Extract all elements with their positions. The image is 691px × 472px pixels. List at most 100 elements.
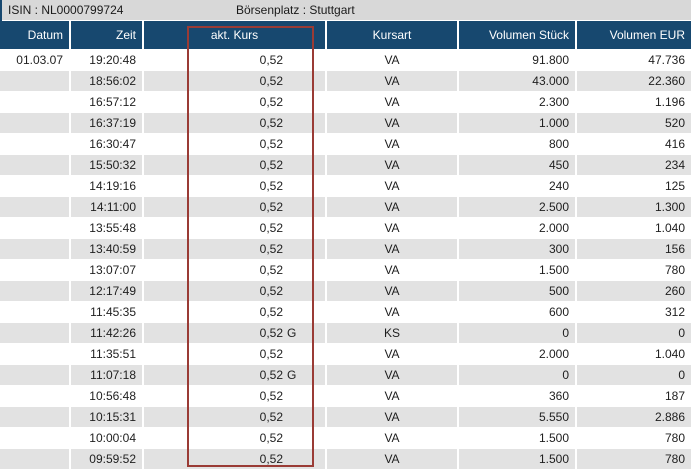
cell-akt-kurs: 0,52 xyxy=(144,50,327,71)
cell-volumen-eur: 780 xyxy=(577,260,691,281)
cell-datum xyxy=(0,260,71,281)
cell-volumen-stueck: 91.800 xyxy=(459,50,577,71)
cell-volumen-eur: 125 xyxy=(577,176,691,197)
cell-kursart: VA xyxy=(327,386,459,407)
column-header-kursart: Kursart xyxy=(327,21,459,50)
kurs-value: 0,52 xyxy=(259,263,283,277)
table-row: 11:07:18 0,52 G VA 0 0 xyxy=(0,365,691,386)
cell-volumen-stueck: 2.000 xyxy=(459,344,577,365)
cell-volumen-eur: 156 xyxy=(577,239,691,260)
table-row: 14:11:00 0,52 VA 2.500 1.300 xyxy=(0,197,691,218)
table-row: 10:56:48 0,52 VA 360 187 xyxy=(0,386,691,407)
table-row: 11:42:26 0,52 G KS 0 0 xyxy=(0,323,691,344)
cell-akt-kurs: 0,52 G xyxy=(144,323,327,344)
cell-kursart: KS xyxy=(327,323,459,344)
cell-volumen-stueck: 0 xyxy=(459,365,577,386)
table-row: 16:57:12 0,52 VA 2.300 1.196 xyxy=(0,92,691,113)
kurs-value: 0,52 xyxy=(259,137,283,151)
cell-zeit: 13:40:59 xyxy=(71,239,144,260)
cell-kursart: VA xyxy=(327,239,459,260)
cell-kursart: VA xyxy=(327,302,459,323)
cell-zeit: 11:42:26 xyxy=(71,323,144,344)
cell-kursart: VA xyxy=(327,113,459,134)
kurs-value: 0,52 xyxy=(259,305,283,319)
kurs-value: 0,52 xyxy=(259,284,283,298)
cell-kursart: VA xyxy=(327,155,459,176)
cell-datum xyxy=(0,365,71,386)
cell-datum xyxy=(0,239,71,260)
cell-volumen-stueck: 5.550 xyxy=(459,407,577,428)
cell-kursart: VA xyxy=(327,71,459,92)
cell-datum xyxy=(0,428,71,449)
cell-datum xyxy=(0,113,71,134)
cell-akt-kurs: 0,52 xyxy=(144,218,327,239)
cell-datum: 01.03.07 xyxy=(0,50,71,71)
table-row: 10:00:04 0,52 VA 1.500 780 xyxy=(0,428,691,449)
kurs-value: 0,52 xyxy=(259,389,283,403)
cell-kursart: VA xyxy=(327,50,459,71)
kurs-suffix: G xyxy=(287,326,297,340)
cell-volumen-stueck: 360 xyxy=(459,386,577,407)
cell-volumen-stueck: 43.000 xyxy=(459,71,577,92)
table-row: 09:59:52 0,52 VA 1.500 780 xyxy=(0,449,691,470)
cell-kursart: VA xyxy=(327,365,459,386)
table-row: 10:15:31 0,52 VA 5.550 2.886 xyxy=(0,407,691,428)
kurs-value: 0,52 xyxy=(259,326,283,340)
cell-zeit: 19:20:48 xyxy=(71,50,144,71)
table-row: 18:56:02 0,52 VA 43.000 22.360 xyxy=(0,71,691,92)
cell-zeit: 16:57:12 xyxy=(71,92,144,113)
cell-kursart: VA xyxy=(327,197,459,218)
kurs-value: 0,52 xyxy=(259,452,283,466)
cell-zeit: 13:55:48 xyxy=(71,218,144,239)
cell-volumen-eur: 416 xyxy=(577,134,691,155)
cell-zeit: 10:56:48 xyxy=(71,386,144,407)
cell-volumen-stueck: 500 xyxy=(459,281,577,302)
kurs-value: 0,52 xyxy=(259,368,283,382)
cell-volumen-stueck: 450 xyxy=(459,155,577,176)
cell-akt-kurs: 0,52 xyxy=(144,239,327,260)
cell-zeit: 14:11:00 xyxy=(71,197,144,218)
kurs-value: 0,52 xyxy=(259,200,283,214)
cell-zeit: 11:45:35 xyxy=(71,302,144,323)
cell-datum xyxy=(0,92,71,113)
cell-volumen-eur: 1.040 xyxy=(577,218,691,239)
cell-volumen-eur: 780 xyxy=(577,449,691,470)
kurs-value: 0,52 xyxy=(259,116,283,130)
cell-zeit: 15:50:32 xyxy=(71,155,144,176)
table-row: 16:30:47 0,52 VA 800 416 xyxy=(0,134,691,155)
table-header-row: Datum Zeit akt. Kurs Kursart Volumen Stü… xyxy=(0,21,691,50)
cell-kursart: VA xyxy=(327,281,459,302)
column-header-datum: Datum xyxy=(0,21,71,50)
cell-kursart: VA xyxy=(327,344,459,365)
kurs-suffix: G xyxy=(287,368,297,382)
cell-zeit: 16:37:19 xyxy=(71,113,144,134)
kurs-value: 0,52 xyxy=(259,431,283,445)
table-row: 01.03.07 19:20:48 0,52 VA 91.800 47.736 xyxy=(0,50,691,71)
cell-volumen-stueck: 600 xyxy=(459,302,577,323)
cell-akt-kurs: 0,52 xyxy=(144,113,327,134)
cell-akt-kurs: 0,52 xyxy=(144,449,327,470)
boersenplatz-label: Börsenplatz : Stuttgart xyxy=(236,3,355,17)
cell-datum xyxy=(0,218,71,239)
cell-volumen-eur: 1.300 xyxy=(577,197,691,218)
cell-zeit: 16:30:47 xyxy=(71,134,144,155)
table-row: 11:35:51 0,52 VA 2.000 1.040 xyxy=(0,344,691,365)
cell-datum xyxy=(0,281,71,302)
cell-volumen-eur: 234 xyxy=(577,155,691,176)
cell-akt-kurs: 0,52 xyxy=(144,407,327,428)
cell-zeit: 11:07:18 xyxy=(71,365,144,386)
table-row: 13:07:07 0,52 VA 1.500 780 xyxy=(0,260,691,281)
cell-kursart: VA xyxy=(327,176,459,197)
isin-label: ISIN : NL0000799724 xyxy=(8,3,124,17)
cell-volumen-eur: 1.040 xyxy=(577,344,691,365)
cell-volumen-stueck: 1.500 xyxy=(459,449,577,470)
cell-zeit: 11:35:51 xyxy=(71,344,144,365)
cell-volumen-stueck: 800 xyxy=(459,134,577,155)
table-row: 16:37:19 0,52 VA 1.000 520 xyxy=(0,113,691,134)
info-bar-accent xyxy=(0,0,2,21)
kurs-value: 0,52 xyxy=(259,347,283,361)
cell-volumen-stueck: 1.500 xyxy=(459,260,577,281)
cell-datum xyxy=(0,386,71,407)
table-row: 12:17:49 0,52 VA 500 260 xyxy=(0,281,691,302)
